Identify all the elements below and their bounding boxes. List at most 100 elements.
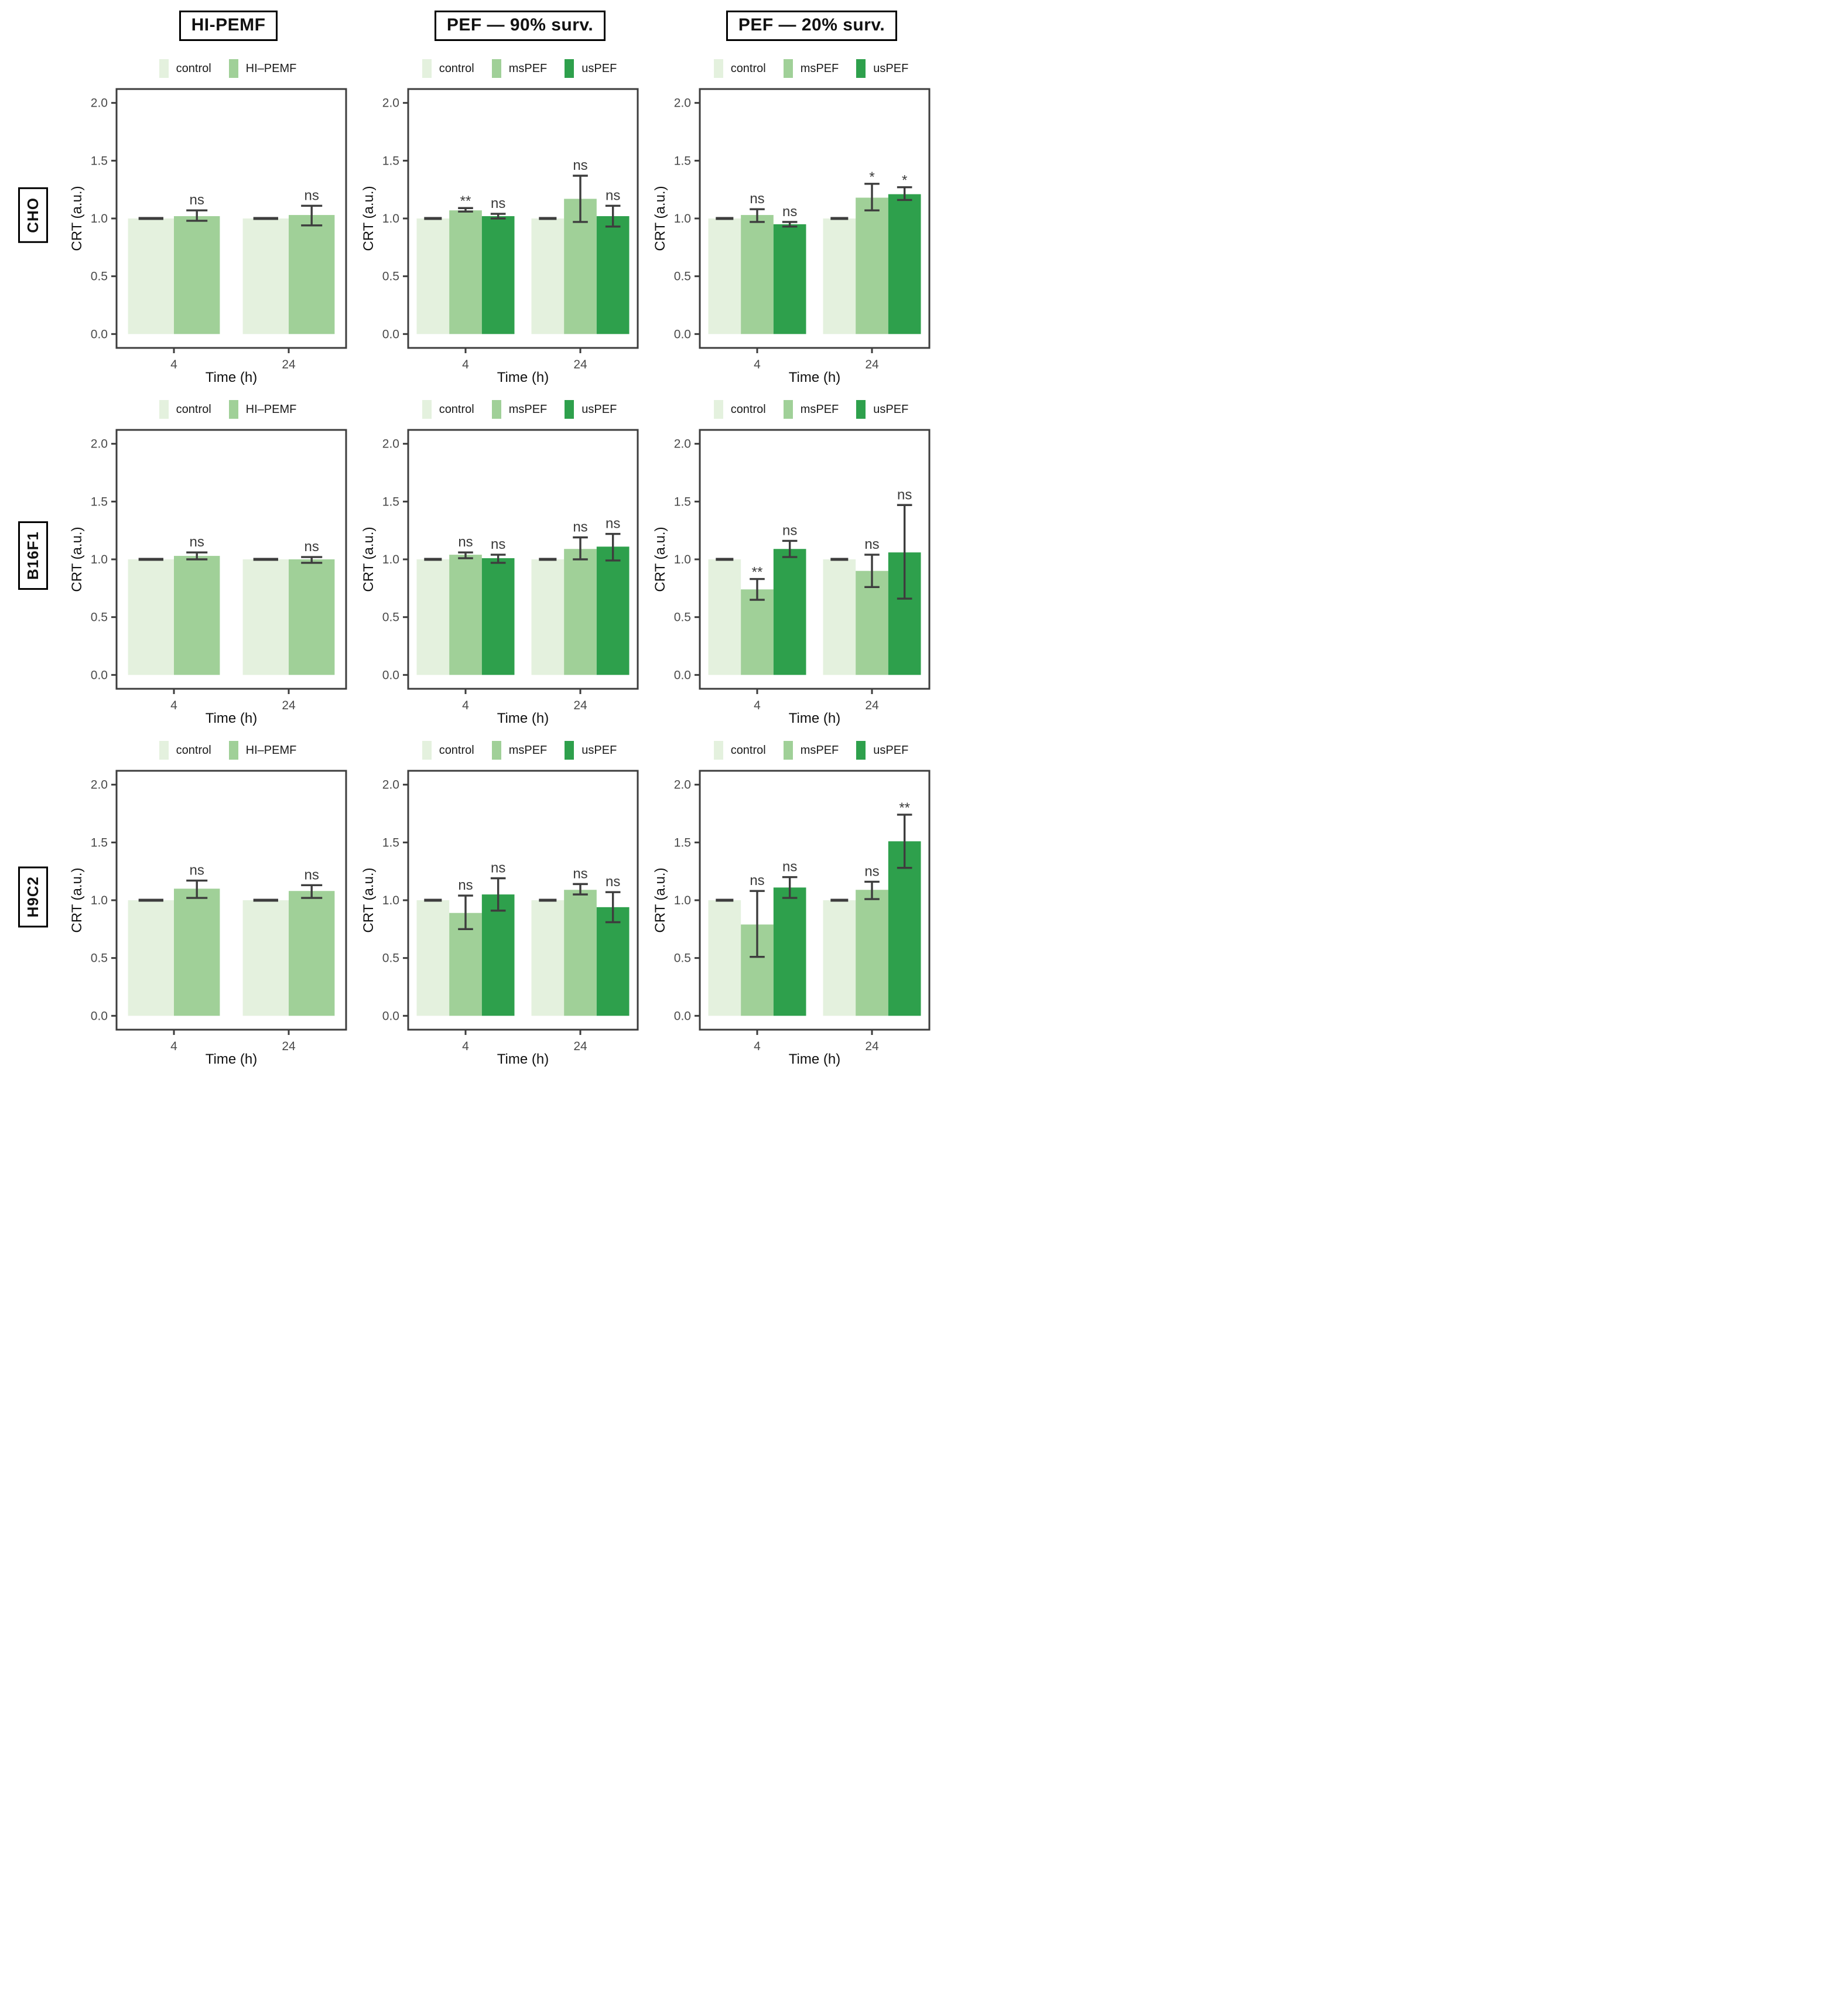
legend-swatch: [491, 400, 501, 419]
y-tick-label: 2.0: [674, 97, 691, 110]
y-tick-label: 0.0: [91, 668, 108, 682]
row-label-text: B16F1: [23, 531, 42, 580]
bar-uspef: [481, 558, 515, 675]
bar-control: [708, 559, 741, 675]
legend-label: HI–PEMF: [245, 402, 297, 416]
bar-control: [708, 218, 741, 334]
column-title-cell: PEF — 90% surv.: [357, 8, 649, 56]
y-axis-label: CRT (a.u.): [652, 527, 668, 592]
y-tick-label: 1.5: [674, 495, 691, 508]
legend-label: control: [439, 402, 474, 416]
x-tick-label: 4: [462, 358, 469, 371]
bar-control: [531, 218, 565, 334]
legend-entry-uspef: usPEF: [565, 400, 617, 419]
significance-label: ns: [864, 863, 879, 879]
legend-entry-uspef: usPEF: [856, 400, 908, 419]
y-tick-label: 2.0: [382, 438, 399, 451]
legend-label: msPEF: [508, 743, 548, 757]
bar-chart: 0.0 0.5 1.0 1.5 2.0 ns 4 ns 24 Time (h) CRT (a.u.): [69, 88, 347, 385]
legend-entry-control: control: [159, 400, 211, 419]
chart-panel-b16f1-hipemf: control HI–PEMF 0.0 0.5 1.0 1.5 2.0 ns 4 ns 24 Tim…: [66, 397, 357, 738]
bar-control: [128, 559, 174, 675]
column-title-pef20: PEF — 20% surv.: [726, 11, 898, 41]
bar-control: [531, 900, 565, 1016]
y-tick-label: 0.0: [674, 1009, 691, 1023]
legend-entry-mspef: msPEF: [491, 400, 548, 419]
legend-label: msPEF: [800, 61, 839, 75]
y-tick-label: 0.0: [674, 668, 691, 682]
y-axis-label: CRT (a.u.): [69, 867, 85, 932]
y-tick-label: 1.0: [674, 212, 691, 225]
chart-panel-b16f1-pef90: control msPEF usPEF 0.0 0.5 1.0 1.5 2.0 ns ns 4 ns…: [357, 397, 649, 738]
legend-swatch: [783, 59, 793, 78]
y-tick-label: 1.0: [382, 212, 399, 225]
y-tick-label: 1.0: [382, 894, 399, 907]
legend-label: usPEF: [582, 743, 617, 757]
y-tick-label: 1.5: [91, 154, 108, 168]
x-tick-label: 4: [462, 1040, 469, 1053]
panel-border: [115, 429, 347, 690]
chart-host: 0.0 0.5 1.0 1.5 2.0 ns 4 ns 24 Time (h) CRT (a.u.): [67, 764, 355, 1068]
bar-hi–pemf: [174, 216, 220, 334]
chart-host: 0.0 0.5 1.0 1.5 2.0 ns 4 ns 24 Time (h) CRT (a.u.): [67, 82, 355, 387]
column-title-cell: PEF — 20% surv.: [649, 8, 940, 56]
panel-border: [407, 770, 639, 1031]
legend-entry-mspef: msPEF: [491, 741, 548, 760]
significance-label: ns: [573, 158, 587, 173]
panel-border: [699, 770, 931, 1031]
bar-control: [823, 559, 856, 675]
legend-swatch: [422, 400, 432, 419]
bar-uspef: [773, 887, 806, 1016]
x-axis-label: Time (h): [789, 710, 840, 726]
chart-panel-h9c2-pef20: control msPEF usPEF 0.0 0.5 1.0 1.5 2.0 ns ns 4 ns…: [649, 738, 940, 1079]
significance-label: ns: [305, 539, 319, 555]
bar-chart: 0.0 0.5 1.0 1.5 2.0 ns ns 4 ns ns 24 Time (h) CRT (a…: [361, 770, 639, 1067]
y-tick-label: 1.5: [91, 836, 108, 849]
legend-swatch: [565, 400, 574, 419]
legend-entry-hi–pemf: HI–PEMF: [228, 59, 296, 78]
legend-entry-mspef: msPEF: [783, 59, 839, 78]
y-tick-label: 2.0: [382, 97, 399, 110]
chart-host: 0.0 0.5 1.0 1.5 2.0 ** ns 4 ns ns 24 Time (h) CRT (a…: [359, 82, 647, 387]
legend-entry-uspef: usPEF: [856, 59, 908, 78]
row-label-cho: CHO: [18, 187, 48, 243]
bar-uspef: [596, 546, 630, 675]
y-tick-label: 0.0: [382, 1009, 399, 1023]
significance-label: ns: [782, 522, 797, 538]
panel-border: [115, 770, 347, 1031]
legend-label: usPEF: [873, 61, 909, 75]
bar-uspef: [596, 216, 630, 334]
bar-uspef: [596, 907, 630, 1016]
y-tick-label: 1.5: [382, 495, 399, 508]
legend-entry-hi–pemf: HI–PEMF: [228, 741, 297, 760]
bar-mspef: [856, 197, 888, 334]
legend-label: HI–PEMF: [245, 743, 297, 757]
y-tick-label: 1.0: [674, 894, 691, 907]
y-axis-label: CRT (a.u.): [69, 186, 85, 251]
legend-entry-uspef: usPEF: [565, 59, 617, 78]
bar-mspef: [856, 890, 888, 1016]
row-label-text: CHO: [23, 197, 42, 233]
legend-label: control: [439, 61, 474, 75]
y-axis-label: CRT (a.u.): [652, 186, 668, 251]
bar-uspef: [773, 549, 806, 675]
chart-host: 0.0 0.5 1.0 1.5 2.0 ns 4 ns 24 Time (h) CRT (a.u.): [67, 423, 355, 727]
legend-label: msPEF: [800, 743, 839, 757]
significance-label: ns: [190, 862, 204, 878]
legend: control HI–PEMF: [126, 738, 297, 763]
chart-host: 0.0 0.5 1.0 1.5 2.0 ns ns 4 ns ** 24 Time (h) CRT (a…: [651, 764, 939, 1068]
panel-border: [407, 88, 639, 349]
chart-panel-h9c2-pef90: control msPEF usPEF 0.0 0.5 1.0 1.5 2.0 ns ns 4 ns…: [357, 738, 649, 1079]
y-tick-label: 0.5: [382, 270, 399, 283]
x-tick-label: 4: [754, 1040, 761, 1053]
legend-entry-control: control: [422, 59, 474, 78]
legend-entry-mspef: msPEF: [783, 741, 839, 760]
significance-label: ns: [606, 874, 620, 890]
y-axis-label: CRT (a.u.): [361, 527, 377, 592]
column-title-pef90: PEF — 90% surv.: [434, 11, 606, 41]
legend-label: msPEF: [508, 402, 548, 416]
legend-swatch: [713, 400, 723, 419]
legend-swatch: [565, 741, 574, 760]
bar-chart: 0.0 0.5 1.0 1.5 2.0 ** ns 4 ns ns 24 Time (h) CRT (a…: [652, 429, 931, 726]
x-tick-label: 4: [754, 699, 761, 712]
